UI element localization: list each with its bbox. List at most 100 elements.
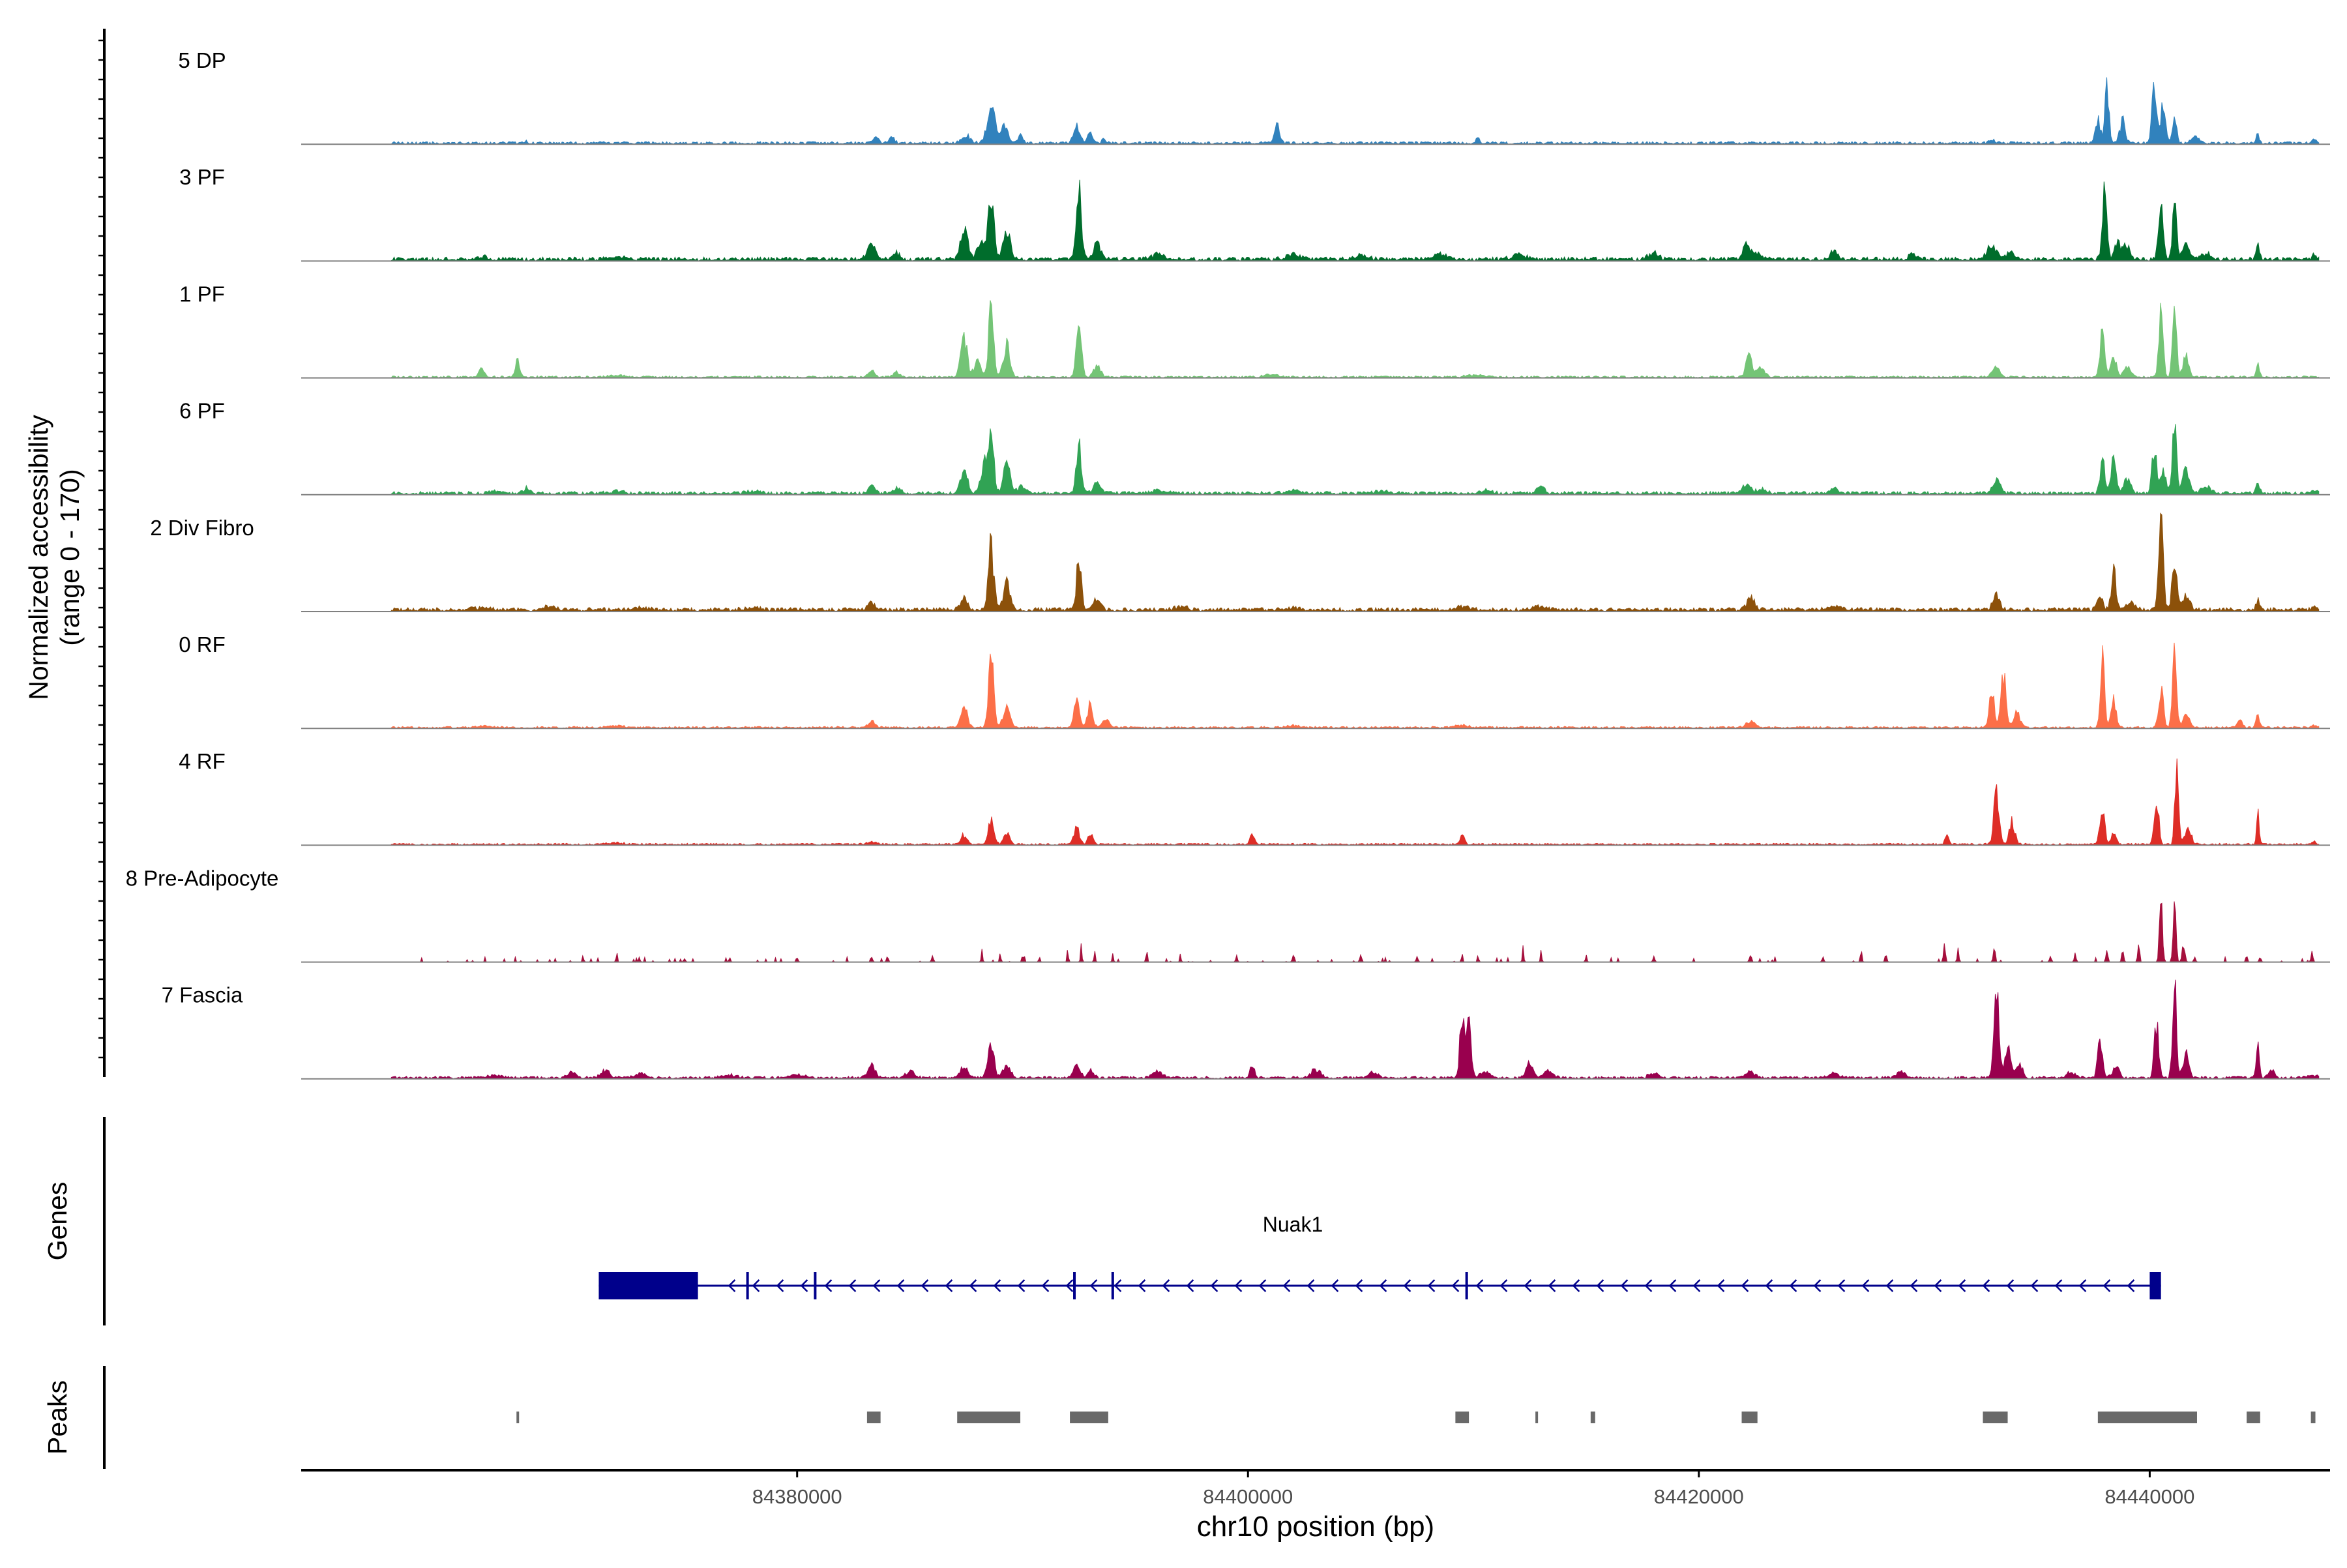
peak-region	[1741, 1412, 1758, 1423]
track-0-rf: 0 RF	[179, 632, 2330, 730]
strand-chevron	[1861, 1279, 1870, 1292]
strand-chevron	[1934, 1279, 1942, 1292]
strand-chevron	[2127, 1279, 2135, 1292]
x-tick-label: 84400000	[1203, 1485, 1293, 1508]
strand-chevron	[1837, 1279, 1846, 1292]
strand-chevron	[1789, 1279, 1797, 1292]
strand-chevron	[2078, 1279, 2087, 1292]
x-tick-label: 84440000	[2104, 1485, 2194, 1508]
strand-chevron	[1741, 1279, 1749, 1292]
strand-chevron	[1114, 1279, 1122, 1292]
strand-chevron	[848, 1279, 857, 1292]
peak-region	[1070, 1412, 1108, 1423]
strand-chevron	[1620, 1279, 1629, 1292]
strand-chevron	[2006, 1279, 2015, 1292]
track-label: 4 RF	[179, 749, 226, 773]
track-label: 2 Div Fibro	[150, 516, 254, 540]
y-axis-title-line1: Normalized accessibility	[23, 415, 53, 700]
y-axis-title-line2: (range 0 - 170)	[55, 469, 85, 645]
strand-chevron	[921, 1279, 929, 1292]
strand-chevron	[1982, 1279, 1990, 1292]
track-1-pf: 1 PF	[179, 282, 2330, 379]
y-axis-ticks	[98, 39, 104, 1059]
strand-chevron	[1017, 1279, 1026, 1292]
strand-chevron	[1065, 1279, 1074, 1292]
gene-track: Nuak1	[598, 1213, 2161, 1299]
track-label: 6 PF	[179, 399, 225, 423]
peaks-panel-label: Peaks	[42, 1380, 72, 1455]
strand-chevron	[945, 1279, 953, 1292]
peak-region	[1590, 1412, 1595, 1423]
strand-chevron	[1717, 1279, 1725, 1292]
strand-chevron	[800, 1279, 808, 1292]
strand-chevron	[1596, 1279, 1604, 1292]
track-2-div-fibro: 2 Div Fibro	[150, 512, 2330, 613]
strand-chevron	[1138, 1279, 1146, 1292]
strand-chevron	[1692, 1279, 1701, 1292]
peak-region	[2310, 1412, 2316, 1423]
peak-region	[1535, 1412, 1539, 1423]
strand-chevron	[896, 1279, 905, 1292]
peak-region	[2247, 1412, 2260, 1423]
track-label: 0 RF	[179, 632, 226, 657]
track-7-fascia: 7 Fascia	[162, 979, 2330, 1080]
gene-exon	[598, 1272, 698, 1299]
strand-chevron	[1355, 1279, 1363, 1292]
strand-chevron	[1885, 1279, 1894, 1292]
strand-chevron	[2054, 1279, 2063, 1292]
strand-chevron	[728, 1279, 736, 1292]
strand-chevron	[1813, 1279, 1822, 1292]
x-axis-ticks: 84380000 84400000 84420000 84440000	[752, 1470, 2194, 1508]
track-label: 8 Pre-Adipocyte	[126, 866, 279, 890]
strand-chevron	[1668, 1279, 1677, 1292]
peak-region	[516, 1412, 520, 1423]
strand-chevron	[1451, 1279, 1460, 1292]
coverage-area	[391, 77, 2320, 145]
track-4-rf: 4 RF	[179, 749, 2330, 846]
strand-chevron	[1041, 1279, 1050, 1292]
gene-exon	[1073, 1272, 1076, 1299]
strand-chevron	[2030, 1279, 2039, 1292]
gene-label: Nuak1	[1263, 1213, 1323, 1236]
strand-chevron	[752, 1279, 760, 1292]
track-label: 3 PF	[179, 165, 225, 189]
strand-chevron	[1910, 1279, 1918, 1292]
track-3-pf: 3 PF	[179, 165, 2330, 262]
tracks: 5 DP 3 PF 1 PF 6 PF 2 Div Fibro 0 RF 4 RF 8 Pre…	[126, 48, 2330, 1080]
gene-exon	[746, 1272, 749, 1299]
strand-chevron	[872, 1279, 881, 1292]
coverage-area	[391, 512, 2320, 613]
coverage-area	[391, 424, 2320, 496]
strand-chevron	[969, 1279, 977, 1292]
peak-region	[866, 1412, 881, 1423]
gene-exon	[814, 1272, 817, 1299]
coverage-area	[391, 642, 2320, 729]
gene-exon	[2149, 1272, 2161, 1299]
strand-chevron	[1162, 1279, 1170, 1292]
track-8-pre-adipocyte: 8 Pre-Adipocyte	[126, 866, 2330, 964]
strand-chevron	[1765, 1279, 1773, 1292]
x-tick-label: 84380000	[752, 1485, 842, 1508]
x-tick-label: 84420000	[1654, 1485, 1744, 1508]
strand-chevron	[1331, 1279, 1339, 1292]
strand-chevron	[1403, 1279, 1411, 1292]
track-label: 1 PF	[179, 282, 225, 306]
strand-chevron	[1258, 1279, 1267, 1292]
strand-chevron	[1548, 1279, 1556, 1292]
coverage-area	[391, 979, 2320, 1080]
track-6-pf: 6 PF	[179, 399, 2330, 496]
peak-region	[957, 1412, 1021, 1423]
peak-region	[2097, 1412, 2197, 1423]
coverage-area	[391, 901, 2319, 964]
gene-exon	[1465, 1272, 1468, 1299]
strand-chevron	[824, 1279, 833, 1292]
strand-chevron	[776, 1279, 784, 1292]
strand-chevron	[1572, 1279, 1580, 1292]
genes-panel-label: Genes	[42, 1182, 72, 1261]
strand-chevron	[1499, 1279, 1508, 1292]
strand-chevron	[2103, 1279, 2111, 1292]
strand-chevron	[1427, 1279, 1436, 1292]
strand-chevron	[1524, 1279, 1532, 1292]
